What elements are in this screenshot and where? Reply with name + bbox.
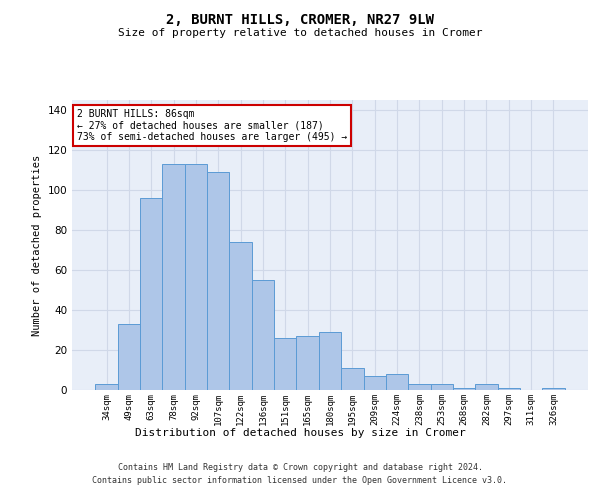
- Text: Distribution of detached houses by size in Cromer: Distribution of detached houses by size …: [134, 428, 466, 438]
- Bar: [229, 242, 252, 390]
- Bar: [163, 164, 185, 390]
- Text: 2, BURNT HILLS, CROMER, NR27 9LW: 2, BURNT HILLS, CROMER, NR27 9LW: [166, 12, 434, 26]
- Bar: [408, 384, 431, 390]
- Bar: [274, 338, 296, 390]
- Bar: [386, 374, 408, 390]
- Text: Contains public sector information licensed under the Open Government Licence v3: Contains public sector information licen…: [92, 476, 508, 485]
- Bar: [341, 368, 364, 390]
- Text: 2 BURNT HILLS: 86sqm
← 27% of detached houses are smaller (187)
73% of semi-deta: 2 BURNT HILLS: 86sqm ← 27% of detached h…: [77, 108, 347, 142]
- Bar: [364, 376, 386, 390]
- Bar: [118, 324, 140, 390]
- Y-axis label: Number of detached properties: Number of detached properties: [32, 154, 42, 336]
- Text: Contains HM Land Registry data © Crown copyright and database right 2024.: Contains HM Land Registry data © Crown c…: [118, 462, 482, 471]
- Bar: [431, 384, 453, 390]
- Bar: [497, 388, 520, 390]
- Text: Size of property relative to detached houses in Cromer: Size of property relative to detached ho…: [118, 28, 482, 38]
- Bar: [542, 388, 565, 390]
- Bar: [207, 172, 229, 390]
- Bar: [185, 164, 207, 390]
- Bar: [95, 384, 118, 390]
- Bar: [453, 388, 475, 390]
- Bar: [319, 332, 341, 390]
- Bar: [475, 384, 497, 390]
- Bar: [140, 198, 163, 390]
- Bar: [296, 336, 319, 390]
- Bar: [252, 280, 274, 390]
